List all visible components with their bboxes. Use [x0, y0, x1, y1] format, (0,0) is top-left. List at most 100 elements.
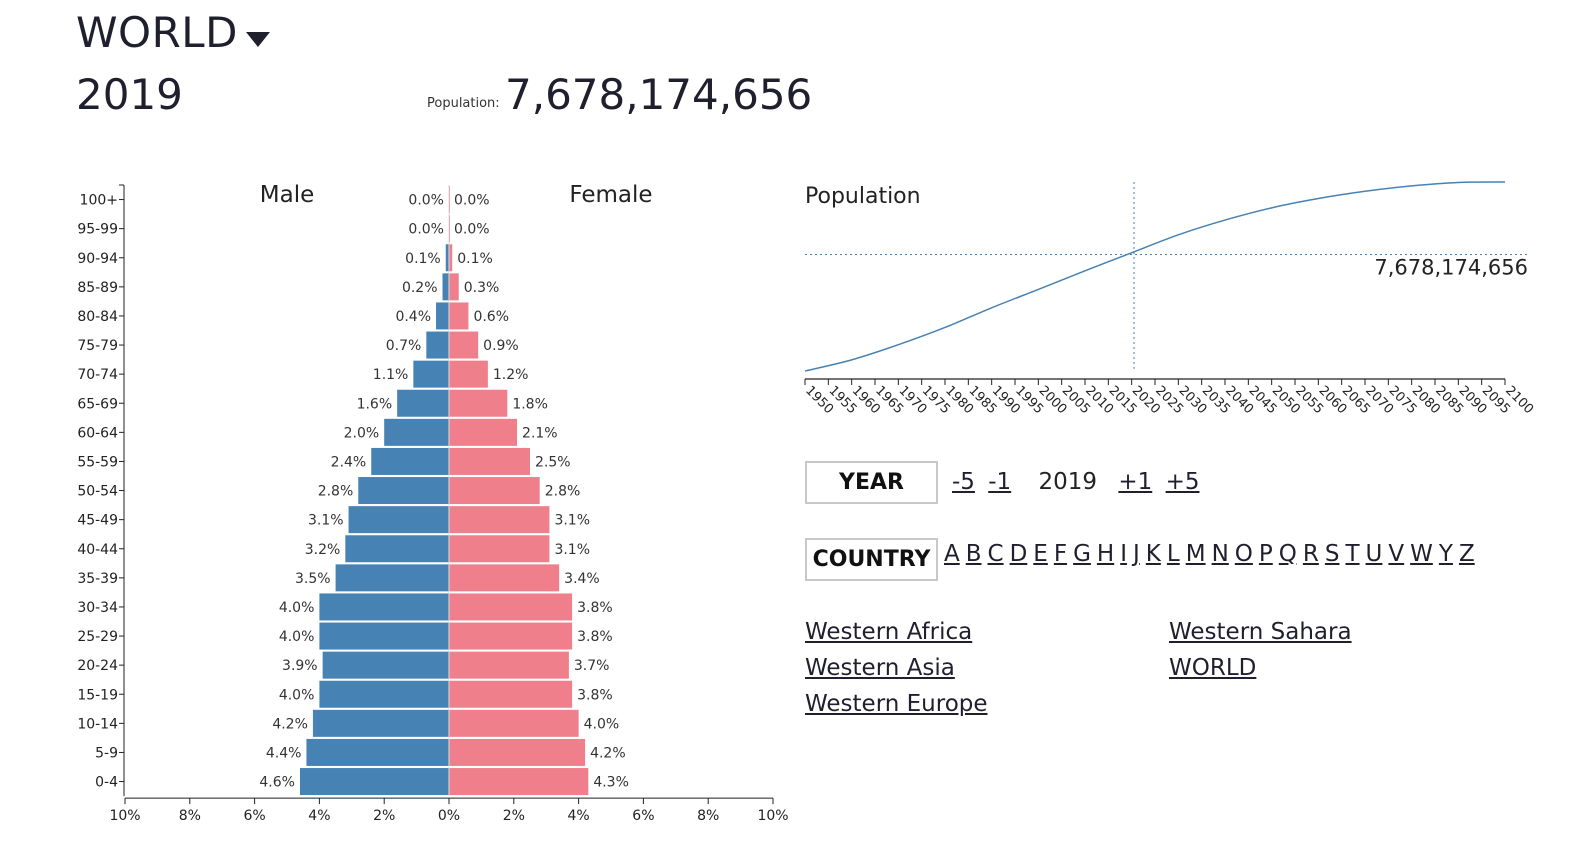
bar-female-15-19 — [449, 680, 573, 708]
letter-link-s[interactable]: S — [1324, 541, 1340, 567]
country-link-western-sahara[interactable]: Western Sahara — [1169, 619, 1352, 645]
country-link-western-africa[interactable]: Western Africa — [805, 619, 973, 645]
year-minus1-link[interactable]: -1 — [988, 469, 1012, 495]
x-tick-label-2055: 2055 — [1292, 383, 1326, 417]
y-tick-label-95-99: 95-99 — [77, 222, 118, 238]
data-label-male-20-24: 3.9% — [282, 658, 318, 674]
country-link-world[interactable]: WORLD — [1169, 655, 1257, 681]
y-tick-label-75-79: 75-79 — [77, 338, 118, 354]
x-tick-label-1980: 1980 — [942, 383, 976, 417]
bar-male-85-89 — [442, 273, 449, 301]
letter-link-p[interactable]: P — [1258, 541, 1273, 567]
data-label-male-15-19: 4.0% — [279, 687, 315, 703]
data-label-female-25-29: 3.8% — [577, 629, 613, 645]
letter-link-a[interactable]: A — [944, 541, 960, 567]
x-tick-label-1985: 1985 — [966, 383, 1000, 417]
x-tick-label-10: 10% — [757, 808, 788, 824]
letter-link-v[interactable]: V — [1388, 541, 1405, 567]
caret-down-icon[interactable] — [246, 32, 270, 47]
letter-link-d[interactable]: D — [1009, 541, 1028, 567]
letter-link-t[interactable]: T — [1345, 541, 1360, 567]
y-tick-label-70-74: 70-74 — [77, 367, 118, 383]
letter-link-y[interactable]: Y — [1438, 541, 1453, 567]
bar-male-0-4 — [299, 768, 449, 796]
country-link-western-europe[interactable]: Western Europe — [805, 691, 988, 717]
current-year: 2019 — [1038, 469, 1098, 495]
year-plus5-link[interactable]: +5 — [1165, 469, 1200, 495]
bar-female-55-59 — [449, 447, 530, 475]
x-tick-label-2020: 2020 — [1129, 383, 1163, 417]
letter-link-z[interactable]: Z — [1458, 541, 1475, 567]
data-label-male-5-9: 4.4% — [266, 745, 302, 761]
y-tick-label-90-94: 90-94 — [77, 251, 118, 267]
x-tick-label-2045: 2045 — [1246, 383, 1280, 417]
y-tick-label-80-84: 80-84 — [77, 309, 118, 325]
x-tick-label-9: 8% — [697, 808, 719, 824]
y-tick-label-50-54: 50-54 — [77, 484, 118, 500]
x-tick-label-1965: 1965 — [872, 383, 906, 417]
year-button[interactable]: YEAR — [805, 461, 938, 504]
data-label-female-60-64: 2.1% — [522, 425, 558, 441]
bar-male-60-64 — [384, 418, 449, 446]
x-tick-label-5: 0% — [438, 808, 460, 824]
letter-link-g[interactable]: G — [1073, 541, 1091, 567]
x-tick-label-2000: 2000 — [1036, 383, 1070, 417]
letter-link-r[interactable]: R — [1302, 541, 1319, 567]
data-label-male-35-39: 3.5% — [295, 571, 331, 587]
bar-female-45-49 — [449, 506, 550, 534]
x-tick-label-1: 8% — [179, 808, 201, 824]
y-tick-label-10-14: 10-14 — [77, 716, 118, 732]
y-tick-label-0-4: 0-4 — [95, 775, 118, 791]
bar-male-75-79 — [426, 331, 449, 359]
bar-female-75-79 — [449, 331, 479, 359]
x-tick-label-2025: 2025 — [1152, 383, 1186, 417]
data-label-female-70-74: 1.2% — [493, 367, 529, 383]
data-label-female-85-89: 0.3% — [464, 280, 500, 296]
data-label-female-50-54: 2.8% — [545, 484, 581, 500]
letter-link-n[interactable]: N — [1211, 541, 1229, 567]
country-button[interactable]: COUNTRY — [805, 538, 938, 581]
letter-link-k[interactable]: K — [1145, 541, 1161, 567]
data-label-male-25-29: 4.0% — [279, 629, 315, 645]
y-tick-label-35-39: 35-39 — [77, 571, 118, 587]
country-link-western-asia[interactable]: Western Asia — [805, 655, 955, 681]
letter-link-l[interactable]: L — [1166, 541, 1180, 567]
data-label-male-55-59: 2.4% — [331, 454, 367, 470]
bar-female-90-94 — [449, 244, 453, 272]
letter-link-b[interactable]: B — [965, 541, 982, 567]
bar-female-20-24 — [449, 651, 569, 679]
line-chart-title: Population — [805, 184, 921, 209]
letter-link-o[interactable]: O — [1234, 541, 1253, 567]
x-tick-label-1975: 1975 — [919, 383, 953, 417]
data-label-female-95-99: 0.0% — [454, 222, 490, 238]
letter-link-w[interactable]: W — [1410, 541, 1433, 567]
data-label-female-10-14: 4.0% — [584, 716, 620, 732]
bar-male-55-59 — [371, 447, 449, 475]
x-tick-label-2100: 2100 — [1502, 383, 1536, 417]
x-tick-label-1990: 1990 — [989, 383, 1023, 417]
data-label-female-100+: 0.0% — [454, 193, 490, 209]
x-tick-label-2015: 2015 — [1106, 383, 1140, 417]
data-label-male-70-74: 1.1% — [373, 367, 409, 383]
letter-link-i[interactable]: I — [1120, 541, 1127, 567]
letter-link-h[interactable]: H — [1096, 541, 1115, 567]
bar-female-35-39 — [449, 564, 560, 592]
year-minus5-link[interactable]: -5 — [952, 469, 975, 495]
x-tick-label-2095: 2095 — [1479, 383, 1513, 417]
data-label-male-65-69: 1.6% — [357, 396, 393, 412]
data-label-male-80-84: 0.4% — [395, 309, 431, 325]
region-title[interactable]: WORLD — [76, 8, 239, 57]
letter-link-m[interactable]: M — [1185, 541, 1206, 567]
x-tick-label-2040: 2040 — [1222, 383, 1256, 417]
year-plus1-link[interactable]: +1 — [1118, 469, 1153, 495]
data-label-female-30-34: 3.8% — [577, 600, 613, 616]
letter-link-q[interactable]: Q — [1278, 541, 1297, 567]
data-label-female-20-24: 3.7% — [574, 658, 610, 674]
letter-link-c[interactable]: C — [987, 541, 1004, 567]
letter-link-f[interactable]: F — [1053, 541, 1068, 567]
letter-link-u[interactable]: U — [1365, 541, 1383, 567]
letter-link-e[interactable]: E — [1033, 541, 1048, 567]
letter-link-j[interactable]: J — [1133, 541, 1140, 567]
bar-male-40-44 — [345, 535, 449, 563]
population-value: 7,678,174,656 — [505, 70, 813, 119]
